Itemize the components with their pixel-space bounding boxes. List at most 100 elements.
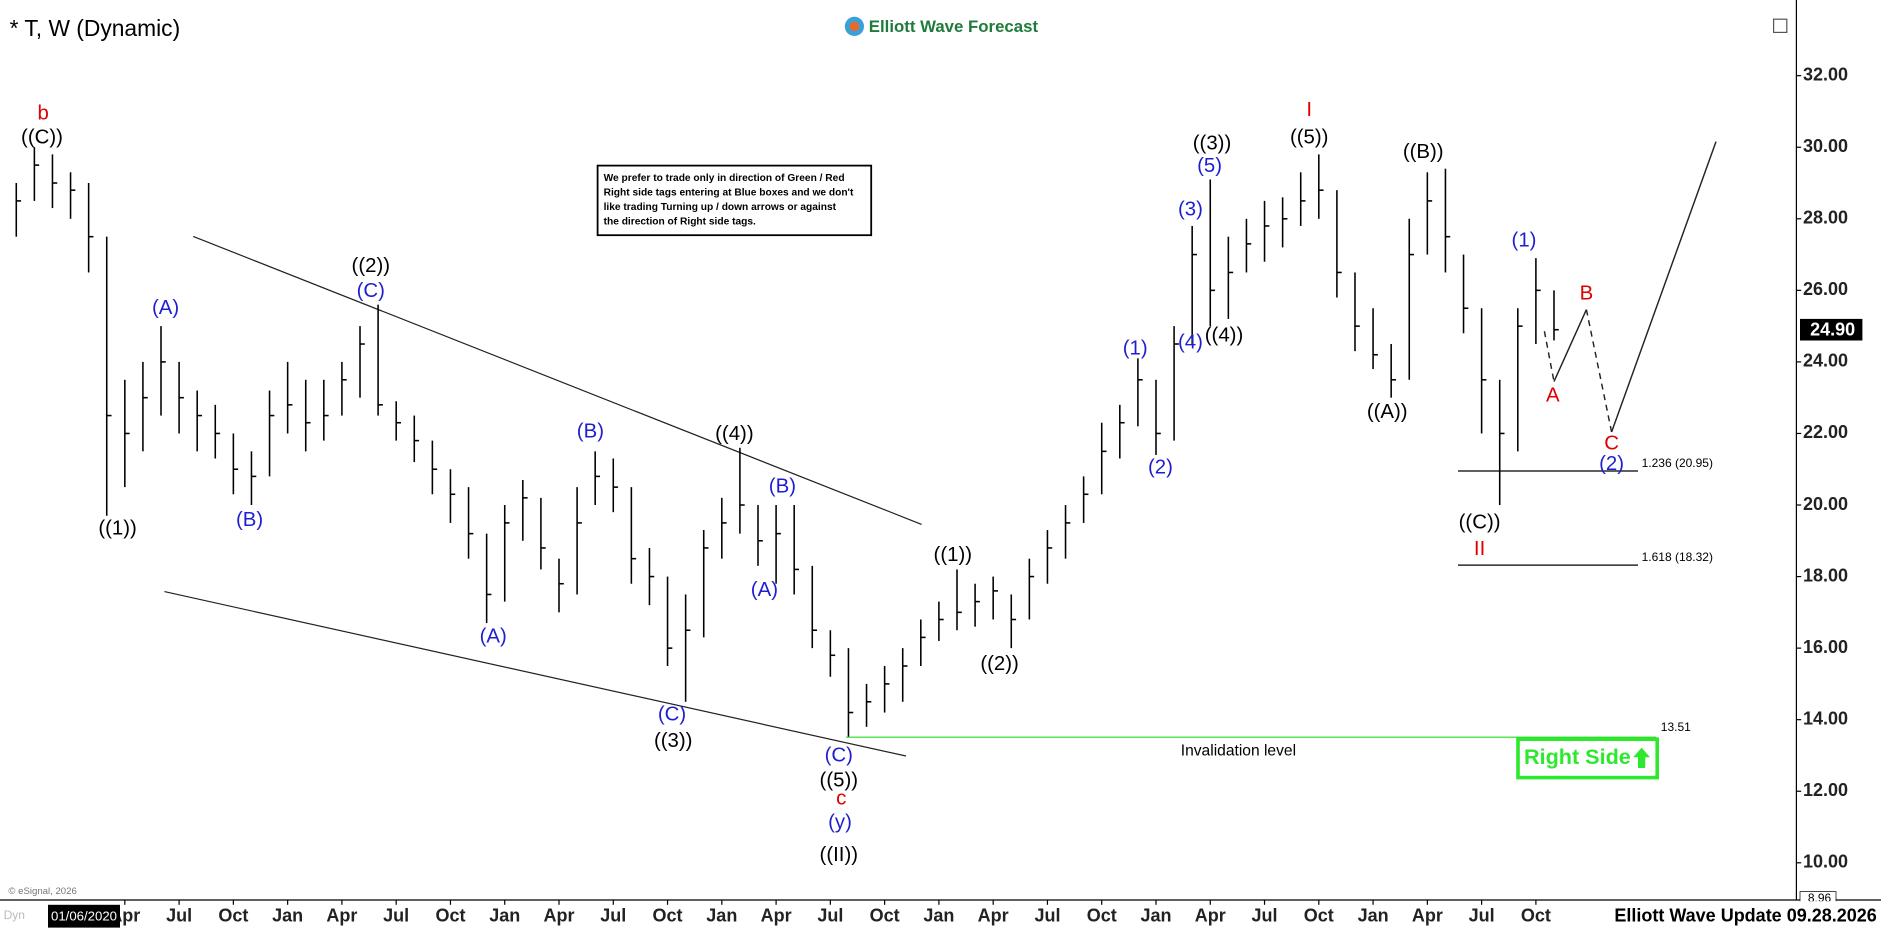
note-box <box>596 164 873 237</box>
wave-label: ((A)) <box>1367 401 1408 423</box>
channel-line <box>164 591 907 757</box>
wave-label: ((C)) <box>21 126 63 148</box>
wave-label: (B) <box>236 509 263 531</box>
x-tick-label: Jul <box>383 906 409 926</box>
y-tick-label: 26.00 <box>1803 279 1848 299</box>
wave-label: ((II)) <box>820 844 859 866</box>
price-bars <box>15 147 1559 738</box>
x-tick-label: Apr <box>978 906 1009 926</box>
wave-label: c <box>836 788 846 810</box>
arrow-up <box>1633 747 1650 768</box>
x-tick-label: Jul <box>1252 906 1278 926</box>
wave-label: (3) <box>1178 198 1203 220</box>
x-tick-label: Jan <box>923 906 954 926</box>
right-side-tag: Right Side <box>1524 744 1631 769</box>
wave-label: b <box>38 102 49 124</box>
right-side-box <box>1516 737 1659 780</box>
wave-label: (A) <box>480 626 507 648</box>
wave-label: ((2)) <box>352 255 391 277</box>
window-icon <box>1773 18 1788 33</box>
x-tick-label: Jan <box>706 906 737 926</box>
wave-label: (2) <box>1148 456 1173 478</box>
x-tick-label: Jul <box>1469 906 1495 926</box>
invalidation-value: 13.51 <box>1661 720 1691 734</box>
y-tick-label: 32.00 <box>1803 64 1848 84</box>
overlay: 10.00 12.00 14.00 16.00 18.00 20.00 22.00 24.00… <box>21 64 1863 928</box>
x-tick-label: Apr <box>1195 906 1226 926</box>
wave-label: ((3)) <box>1193 132 1232 154</box>
wave-label: ((4)) <box>1205 324 1244 346</box>
wave-label: II <box>1474 538 1485 560</box>
x-tick-label: Jul <box>1034 906 1060 926</box>
y-tick-label: 16.00 <box>1803 637 1848 657</box>
footer-bg <box>1608 901 1881 933</box>
wave-label: (1) <box>1123 338 1148 360</box>
y-tick-label: 12.00 <box>1803 780 1848 800</box>
x-tick-label: Jul <box>166 906 192 926</box>
x-tick-label: Jan <box>272 906 303 926</box>
y-tick-label: 28.00 <box>1803 208 1848 228</box>
cursor-date: 01/06/2020 <box>51 908 117 923</box>
x-tick-label: Apr <box>761 906 792 926</box>
y-tick-label: 18.00 <box>1803 565 1848 585</box>
x-tick-label: Oct <box>870 906 900 926</box>
wave-label: B <box>1580 282 1594 304</box>
wave-label: (C) <box>825 744 853 766</box>
wave-label: (C) <box>357 280 385 302</box>
wave-label: ((B)) <box>1403 141 1444 163</box>
wave-label: ((5)) <box>820 770 859 792</box>
last-price-label: 24.90 <box>1810 320 1855 340</box>
wave-label: ((5)) <box>1290 126 1329 148</box>
wave-label: (A) <box>751 579 778 601</box>
wave-label: (1) <box>1512 230 1537 252</box>
y-tick-label: 20.00 <box>1803 494 1848 514</box>
wave-label: (B) <box>577 420 604 442</box>
x-tick-label: Jan <box>1140 906 1171 926</box>
wave-label: (A) <box>152 297 179 319</box>
y-tick-label: 22.00 <box>1803 422 1848 442</box>
projection-path <box>1553 309 1588 382</box>
note-line: We prefer to trade only in direction of … <box>604 173 845 184</box>
x-tick-label: Jul <box>817 906 843 926</box>
invalidation-text: Invalidation level <box>1181 743 1296 760</box>
wave-label: C <box>1604 432 1619 454</box>
wave-label: ((3)) <box>654 730 693 752</box>
note-line: Right side tags entering at Blue boxes a… <box>604 188 854 199</box>
wave-label: (2) <box>1599 453 1624 475</box>
wave-label: ((C)) <box>1459 512 1501 534</box>
y-tick-label: 30.00 <box>1803 136 1848 156</box>
x-tick-label: Oct <box>218 906 248 926</box>
cursor-date-box <box>48 904 120 928</box>
wave-label: ((1)) <box>934 544 973 566</box>
x-tick-label: Jul <box>600 906 626 926</box>
wave-label: ((4)) <box>715 423 754 445</box>
note-line: the direction of Right side tags. <box>604 216 756 227</box>
x-tick-label: Oct <box>1304 906 1334 926</box>
last-price-box <box>1800 318 1863 341</box>
fib-label: 1.236 (20.95) <box>1642 456 1713 470</box>
y-tick-label: 14.00 <box>1803 708 1848 728</box>
wave-label: I <box>1306 99 1312 121</box>
footer: Elliott Wave Update 09.28.2026 <box>1614 906 1876 926</box>
dyn-label: Dyn <box>4 908 25 922</box>
wave-label: A <box>1546 384 1560 406</box>
x-tick-label: Apr <box>1412 906 1443 926</box>
wave-label: (y) <box>828 812 852 834</box>
wave-label: ((2)) <box>980 653 1019 675</box>
wave-label: ((1)) <box>98 518 137 540</box>
x-tick-label: Jan <box>1358 906 1389 926</box>
y-tick-label: 24.00 <box>1803 351 1848 371</box>
x-tick-label: Oct <box>435 906 465 926</box>
chart-title: * T, W (Dynamic) <box>10 15 181 41</box>
wave-label: (C) <box>658 704 686 726</box>
copyright: © eSignal, 2026 <box>8 886 76 897</box>
x-tick-label: Apr <box>326 906 357 926</box>
projection-path <box>1543 331 1555 382</box>
brand: Elliott Wave Forecast <box>869 17 1039 36</box>
wave-label: (B) <box>769 476 796 498</box>
wave-label: (4) <box>1178 332 1203 354</box>
fib-label: 1.618 (18.32) <box>1642 550 1713 564</box>
wave-label: (5) <box>1197 155 1222 177</box>
x-tick-label: Oct <box>1087 906 1117 926</box>
